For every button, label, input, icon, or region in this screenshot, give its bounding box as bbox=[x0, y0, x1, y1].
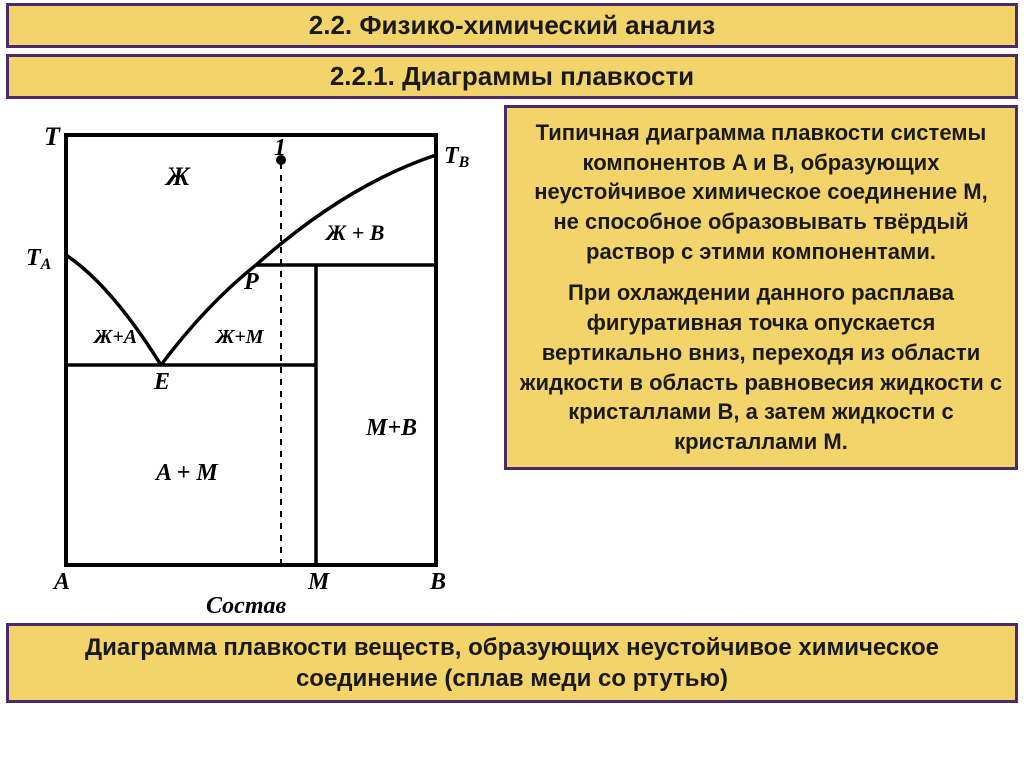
explanation-para-1: Типичная диаграмма плавкости системы ком… bbox=[519, 118, 1003, 266]
label-tb: TB bbox=[444, 143, 470, 171]
section-title-banner: 2.2. Физико-химический анализ bbox=[6, 3, 1018, 48]
content-row: T TA TB E P 1 A M B Ж Ж + B Ж+A Ж+M A + … bbox=[6, 105, 1018, 615]
region-liquid: Ж bbox=[164, 162, 191, 191]
caption-text: Диаграмма плавкости веществ, образующих … bbox=[85, 634, 939, 692]
label-t: T bbox=[44, 122, 61, 151]
label-ta: TA bbox=[26, 245, 52, 273]
explanation-para-2: При охлаждении данного расплава фигурати… bbox=[519, 278, 1003, 456]
label-p: P bbox=[243, 269, 259, 295]
caption-banner: Диаграмма плавкости веществ, образующих … bbox=[6, 623, 1018, 703]
label-1: 1 bbox=[274, 135, 286, 161]
explanation-panel: Типичная диаграмма плавкости системы ком… bbox=[504, 105, 1018, 470]
subsection-title-banner: 2.2.1. Диаграммы плавкости bbox=[6, 54, 1018, 99]
curve-p-tb bbox=[256, 155, 436, 265]
x-axis-label: Состав bbox=[206, 593, 286, 615]
label-e: E bbox=[153, 369, 170, 395]
label-a: A bbox=[52, 569, 70, 595]
curve-e-p bbox=[161, 265, 256, 365]
region-m-b: M+B bbox=[365, 415, 417, 441]
region-zh-a: Ж+A bbox=[92, 326, 137, 348]
region-a-m: A + M bbox=[154, 460, 219, 486]
subsection-title-text: 2.2.1. Диаграммы плавкости bbox=[330, 61, 694, 91]
diagram-frame bbox=[66, 135, 436, 565]
region-zh-b: Ж + B bbox=[324, 220, 384, 245]
curve-ta-e bbox=[66, 255, 161, 365]
label-b: B bbox=[429, 569, 446, 595]
section-title-text: 2.2. Физико-химический анализ bbox=[309, 10, 715, 40]
region-zh-m: Ж+M bbox=[214, 326, 265, 348]
label-m: M bbox=[307, 569, 331, 595]
phase-diagram: T TA TB E P 1 A M B Ж Ж + B Ж+A Ж+M A + … bbox=[6, 105, 496, 615]
